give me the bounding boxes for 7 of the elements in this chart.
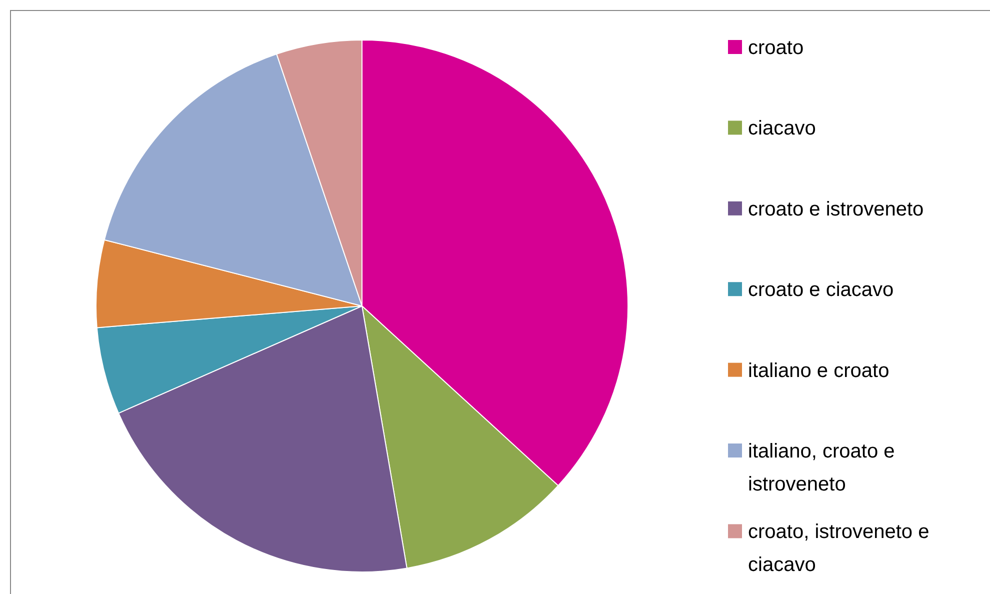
legend-label: croato e istroveneto [748,198,924,220]
legend-label: croato, istroveneto e ciacavo [748,521,930,576]
legend-label: croato e ciacavo [748,279,894,302]
legend-label: ciacavo [748,118,816,140]
legend-label: croato [748,37,804,59]
legend-label: italiano e croato [748,360,890,382]
legend-label: italiano, croato e istroveneto [748,440,895,496]
